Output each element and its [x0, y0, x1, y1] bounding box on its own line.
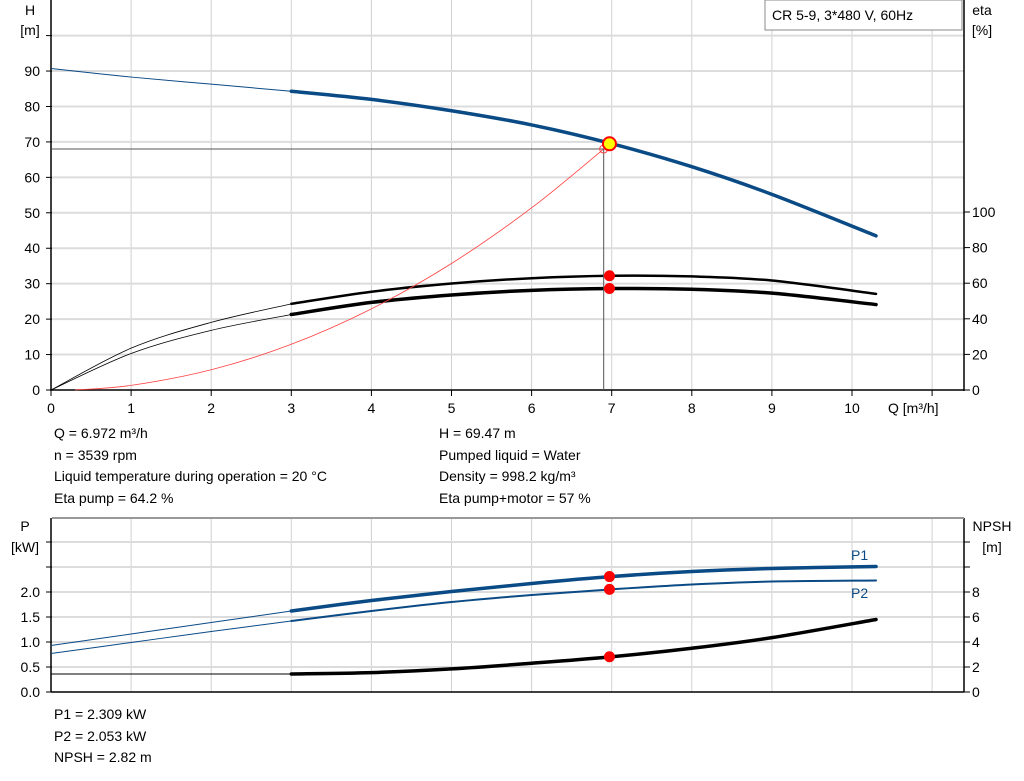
curves [50, 68, 878, 676]
info-p1: P1 = 2.309 kW [54, 706, 147, 722]
y-right-tick-label: 20 [972, 346, 988, 362]
head-curve [289, 89, 878, 238]
eta-pump-curve-thin [50, 303, 292, 391]
p1-series-label: P1 [851, 547, 868, 563]
y-left-tick-label: 1.0 [21, 634, 41, 650]
info-bottom: P1 = 2.309 kW P2 = 2.053 kW NPSH = 2.82 … [54, 704, 152, 769]
y-right-label: NPSH [973, 518, 1012, 534]
info-flow: Q = 6.972 m³/h [54, 425, 148, 441]
npsh-curve [289, 617, 878, 676]
info-right: H = 69.47 m Pumped liquid = Water Densit… [439, 423, 591, 509]
y-left-tick-label: 80 [24, 98, 40, 114]
y-left-label: H [25, 2, 35, 18]
info-npsh: NPSH = 2.82 m [54, 749, 152, 765]
y-right-tick-label: 80 [972, 240, 988, 256]
x-tick-label: 3 [287, 400, 295, 416]
eta-pump-motor-curve-thin [50, 314, 292, 391]
p2-curve-thin [50, 620, 292, 654]
x-tick-label: 6 [528, 400, 536, 416]
eta-point-marker [603, 270, 615, 282]
grid [52, 0, 964, 692]
info-temperature: Liquid temperature during operation = 20… [54, 468, 327, 484]
info-left: Q = 6.972 m³/h n = 3539 rpm Liquid tempe… [54, 423, 327, 509]
info-density: Density = 998.2 kg/m³ [439, 468, 576, 484]
x-tick-label: 2 [207, 400, 215, 416]
x-tick-label: 8 [688, 400, 696, 416]
y-right-tick-label: 0 [972, 382, 980, 398]
head-curve-thin [50, 68, 292, 92]
x-axis-label: Q [m³/h] [888, 400, 939, 416]
p1-point-marker [603, 571, 615, 583]
y-right-unit: [m] [982, 539, 1001, 555]
x-tick-label: 0 [47, 400, 55, 416]
y-right-tick-label: 2 [972, 659, 980, 675]
eta-pump-motor-curve [289, 286, 878, 317]
y-left-tick-label: 50 [24, 205, 40, 221]
y-right-tick-label: 100 [972, 204, 996, 220]
y-left-tick-label: 60 [24, 169, 40, 185]
npsh-point-marker [603, 651, 615, 663]
eta-point-marker [603, 283, 615, 295]
y-left-tick-label: 0.5 [21, 659, 41, 675]
x-tick-label: 5 [448, 400, 456, 416]
y-right-tick-label: 4 [972, 634, 980, 650]
y-left-label: P [20, 518, 29, 534]
y-right-tick-label: 8 [972, 584, 980, 600]
y-left-tick-label: 1.5 [21, 609, 41, 625]
system-curve [74, 148, 604, 391]
x-tick-label: 10 [844, 400, 860, 416]
x-tick-label: 9 [768, 400, 776, 416]
y-left-tick-label: 0.0 [21, 684, 41, 700]
y-left-tick-label: 30 [24, 276, 40, 292]
y-right-unit: [%] [972, 22, 992, 38]
p2-curve [290, 579, 878, 622]
info-eta-pump: Eta pump = 64.2 % [54, 489, 174, 506]
x-tick-label: 7 [608, 400, 616, 416]
info-head: H = 69.47 m [439, 425, 516, 441]
p1-curve [289, 564, 878, 613]
p2-point-marker [603, 583, 615, 595]
y-left-tick-label: 70 [24, 134, 40, 150]
eta-pump-curve [290, 274, 878, 306]
y-left-tick-label: 90 [24, 63, 40, 79]
y-right-tick-label: 6 [972, 609, 980, 625]
y-left-tick-label: 20 [24, 311, 40, 327]
axes [46, 0, 970, 693]
info-liquid: Pumped liquid = Water [439, 446, 581, 463]
y-left-unit: [kW] [11, 539, 39, 555]
y-left-tick-label: 2.0 [21, 584, 41, 600]
info-p2: P2 = 2.053 kW [54, 727, 147, 744]
y-right-label: eta [972, 2, 992, 18]
y-right-tick-label: 0 [972, 684, 980, 700]
markers [52, 136, 617, 663]
x-tick-label: 1 [127, 400, 135, 416]
axis-labels: 0 1 2 3 4 5 6 7 8 9 100102030405060708090020406080… [11, 2, 1011, 700]
y-right-tick-label: 60 [972, 275, 988, 291]
duty-point-marker [601, 136, 617, 152]
x-tick-label: 4 [368, 400, 376, 416]
y-left-tick-label: 40 [24, 240, 40, 256]
p2-series-label: P2 [851, 585, 868, 601]
title-text: CR 5-9, 3*480 V, 60Hz [772, 7, 913, 23]
y-right-tick-label: 40 [972, 311, 988, 327]
p1-curve-thin [50, 610, 292, 646]
info-speed: n = 3539 rpm [54, 446, 137, 463]
title-box: CR 5-9, 3*480 V, 60Hz [764, 0, 963, 31]
y-left-tick-label: 0 [32, 382, 40, 398]
y-left-unit: [m] [20, 22, 39, 38]
info-eta-pump-motor: Eta pump+motor = 57 % [439, 489, 591, 506]
y-left-tick-label: 10 [24, 347, 40, 363]
